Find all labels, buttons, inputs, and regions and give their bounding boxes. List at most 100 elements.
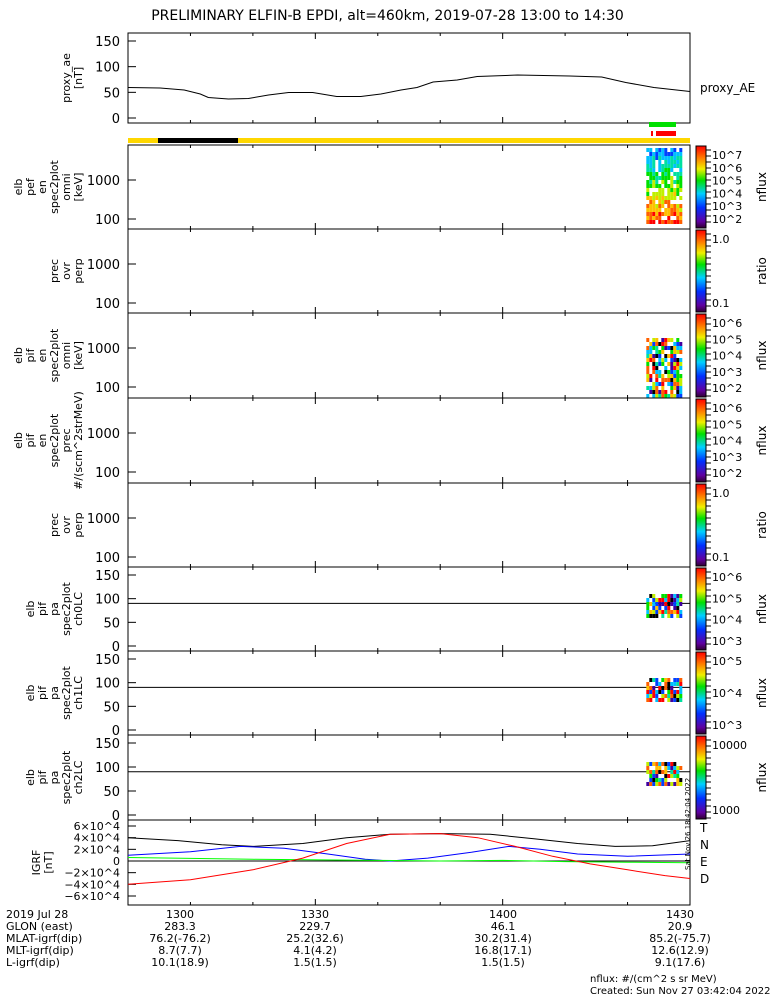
spectrogram-pixel	[652, 690, 656, 694]
spectrogram-pixel	[652, 184, 656, 188]
spectrogram-pixel	[670, 366, 674, 370]
colorbar-pa_ch1	[695, 651, 707, 735]
spectrogram-pixel	[658, 342, 662, 346]
panel-frame	[127, 566, 691, 652]
spectrogram-pixel	[667, 374, 671, 378]
y-axis-label: IGRF	[30, 850, 43, 876]
y-tick-label: −6×10^4	[64, 890, 120, 903]
spectrogram-pixel	[673, 770, 677, 774]
spectrogram-pixel	[670, 394, 674, 398]
spectrogram-pixel	[646, 694, 650, 698]
y-axis-label: ch2LC	[72, 760, 85, 794]
spectrogram-pixel	[673, 698, 677, 702]
spectrogram-pixel	[661, 610, 665, 614]
spectrogram-pixel	[679, 778, 683, 782]
spectrogram-pixel	[661, 382, 665, 386]
spectrogram-pixel	[673, 598, 677, 602]
ephemeris-value: 1.5(1.5)	[293, 956, 337, 969]
spectrogram-pixel	[679, 188, 683, 192]
y-axis-label: pif	[36, 685, 49, 700]
spectrogram-pixel	[673, 690, 677, 694]
spectrogram-pixel	[661, 762, 665, 766]
y-axis-label: #/(scm^2strMeV)	[72, 391, 85, 490]
spectrogram-pixel	[670, 208, 674, 212]
spectrogram-pixel	[655, 778, 659, 782]
panel-pef_en	[127, 144, 711, 230]
spectrogram-pixel	[673, 204, 677, 208]
y-tick-label: 100	[95, 761, 120, 776]
spectrogram-pixel	[661, 394, 665, 398]
spectrogram-pixel	[655, 390, 659, 394]
footer-units: nflux: #/(cm^2 s sr MeV)	[590, 974, 717, 985]
spectrogram-pixel	[667, 598, 671, 602]
spectrogram-pixel	[670, 610, 674, 614]
spectrogram-pixel	[658, 148, 662, 152]
spectrogram-pixel	[676, 180, 680, 184]
y-tick-label: 1000	[87, 174, 120, 189]
spectrogram-pixel	[649, 378, 653, 382]
spectrogram-pixel	[673, 678, 677, 682]
y-axis-label: ch1LC	[72, 676, 85, 710]
spectrogram-pixel	[649, 358, 653, 362]
spectrogram-pixel	[658, 606, 662, 610]
spectrogram-pixel	[673, 220, 677, 224]
colorbar-label: ratio	[755, 257, 769, 285]
spectrogram-pixel	[658, 216, 662, 220]
spectrogram-pixel	[649, 204, 653, 208]
spectrogram-pixel	[655, 382, 659, 386]
spectrogram-pixel	[649, 220, 653, 224]
spectrogram-pixel	[673, 208, 677, 212]
spectrogram-pixel	[676, 164, 680, 168]
spectrogram-pixel	[652, 168, 656, 172]
spectrogram-pixel	[646, 196, 650, 200]
spectrogram-pixel	[667, 694, 671, 698]
spectrogram-pixel	[670, 176, 674, 180]
spectrogram-pixel	[652, 192, 656, 196]
ephemeris-value: 229.7	[299, 920, 331, 933]
spectrogram-pixel	[676, 698, 680, 702]
spectrogram-pixel	[670, 354, 674, 358]
spectrogram-pixel	[670, 690, 674, 694]
colorbar-tick-label: 1.0	[712, 233, 730, 246]
spectrogram-pixel	[679, 172, 683, 176]
spectrogram-pixel	[670, 168, 674, 172]
spectrogram-pixel	[652, 208, 656, 212]
y-tick-label: 2×10^4	[74, 843, 120, 856]
spectrogram-pixel	[652, 678, 656, 682]
spectrogram-pixel	[658, 196, 662, 200]
spectrogram-pixel	[646, 374, 650, 378]
spectrogram-pixel	[658, 204, 662, 208]
spectrogram-pixel	[670, 346, 674, 350]
spectrogram-pixel	[670, 766, 674, 770]
ephemeris-row-label: MLT-igrf(dip)	[6, 944, 74, 957]
spectrogram-pixel	[661, 694, 665, 698]
spectrogram-pixel	[673, 386, 677, 390]
spectrogram-pixel	[658, 192, 662, 196]
y-axis-label: elb	[24, 685, 37, 702]
spectrogram-pixel	[667, 370, 671, 374]
spectrogram-pixel	[658, 698, 662, 702]
spectrogram-pixel	[664, 770, 668, 774]
spectrogram-pixel	[655, 698, 659, 702]
spectrogram-pixel	[673, 602, 677, 606]
spectrogram-pixel	[649, 390, 653, 394]
spectrogram-pixel	[670, 358, 674, 362]
spectrogram-pixel	[679, 350, 683, 354]
spectrogram-pixel	[655, 180, 659, 184]
spectrogram-pixel	[679, 682, 683, 686]
spectrogram-pixel	[664, 346, 668, 350]
spectrogram-pixel	[679, 156, 683, 160]
spectrogram-pixel	[670, 782, 674, 786]
spectrogram-pixel	[670, 362, 674, 366]
spectrogram-pixel	[676, 774, 680, 778]
spectrogram-pixel	[646, 164, 650, 168]
spectrogram-pixel	[679, 204, 683, 208]
panel-frame	[127, 32, 691, 124]
colorbar-tick-label: 10^7	[712, 149, 742, 162]
spectrogram-pixel	[658, 184, 662, 188]
spectrogram-pixel	[646, 762, 650, 766]
spectrogram-pixel	[661, 362, 665, 366]
spectrogram-pixel	[679, 686, 683, 690]
spectrogram-pixel	[646, 358, 650, 362]
spectrogram-pixel	[679, 212, 683, 216]
